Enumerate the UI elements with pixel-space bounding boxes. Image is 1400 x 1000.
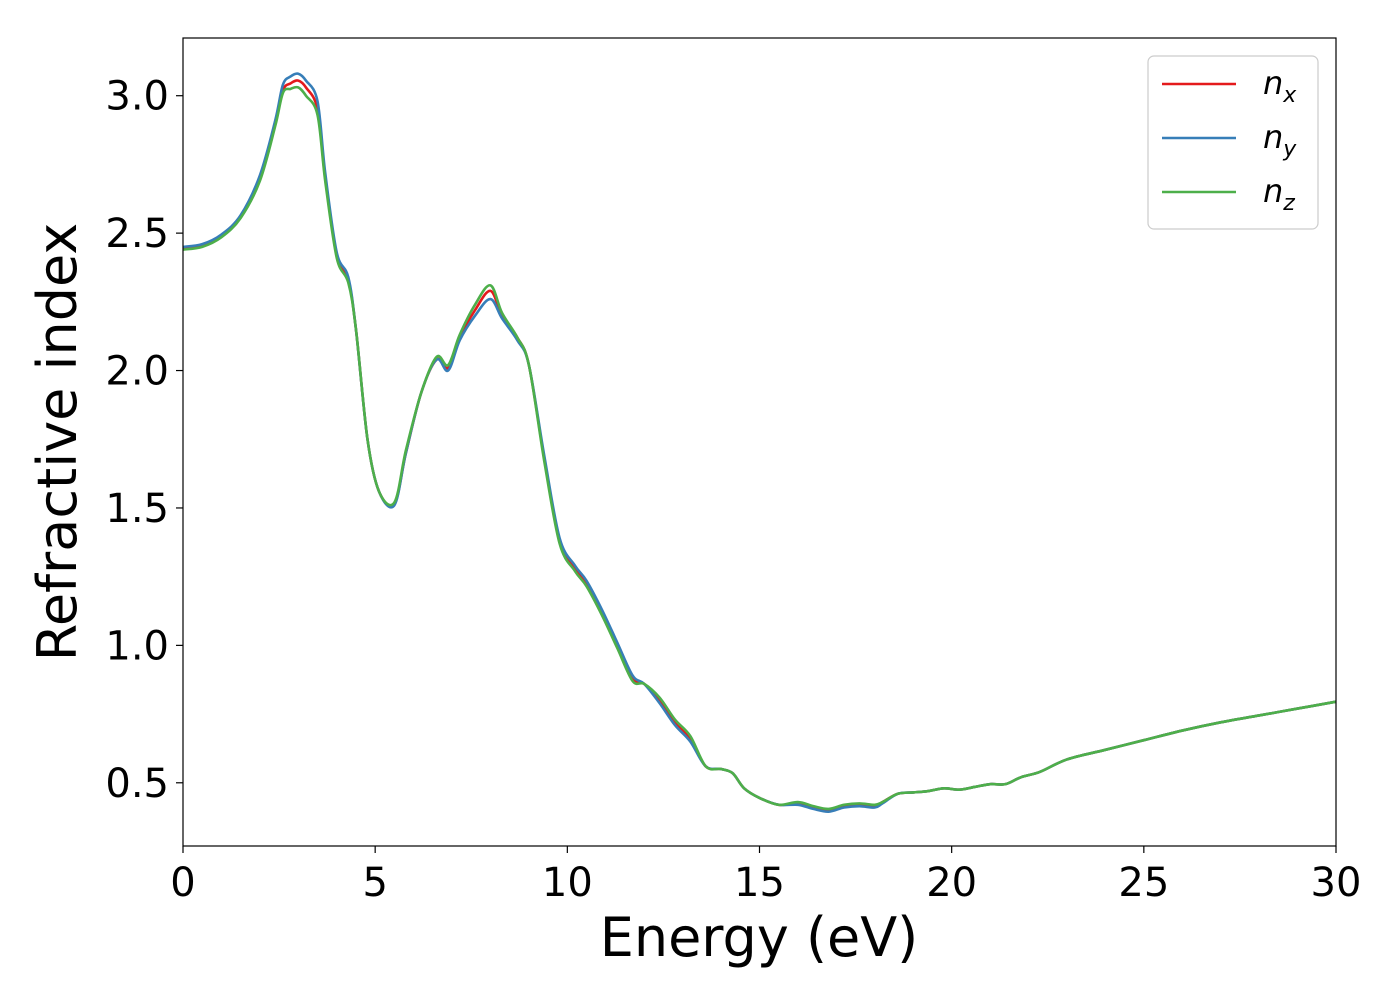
legend-label-base: n bbox=[1263, 64, 1283, 102]
y-tick-label: 1.5 bbox=[105, 486, 169, 532]
series-layer bbox=[182, 72, 1337, 813]
x-axis-title: Energy (eV) bbox=[600, 906, 919, 969]
y-tick-label: 1.0 bbox=[105, 623, 169, 669]
legend-label-subscript: y bbox=[1282, 137, 1297, 162]
y-axis-ticks: 0.5 1.0 1.5 2.0 2.5 3.0 bbox=[105, 74, 183, 807]
x-tick-label: 5 bbox=[362, 860, 387, 906]
series-line-z bbox=[182, 85, 1337, 811]
y-tick-label: 2.5 bbox=[105, 211, 169, 257]
x-axis-ticks: 0 5 10 15 20 25 30 bbox=[170, 846, 1361, 906]
legend-label-x: nx bbox=[1263, 64, 1297, 108]
x-tick-label: 30 bbox=[1311, 860, 1362, 906]
y-tick-label: 3.0 bbox=[105, 74, 169, 120]
legend-label-subscript: z bbox=[1282, 191, 1295, 216]
legend-label-y: ny bbox=[1263, 118, 1297, 162]
x-tick-label: 20 bbox=[926, 860, 977, 906]
y-axis-title: Refractive index bbox=[26, 223, 89, 662]
x-tick-label: 25 bbox=[1118, 860, 1169, 906]
x-tick-label: 0 bbox=[170, 860, 195, 906]
x-tick-label: 10 bbox=[542, 860, 593, 906]
x-tick-label: 15 bbox=[734, 860, 785, 906]
y-tick-label: 2.0 bbox=[105, 349, 169, 395]
y-tick-label: 0.5 bbox=[105, 761, 169, 807]
legend-box bbox=[1147, 55, 1319, 230]
legend-label-base: n bbox=[1263, 172, 1283, 210]
legend-label-base: n bbox=[1263, 118, 1283, 156]
legend-label-z: nz bbox=[1263, 172, 1295, 216]
legend-label-subscript: x bbox=[1282, 83, 1297, 108]
